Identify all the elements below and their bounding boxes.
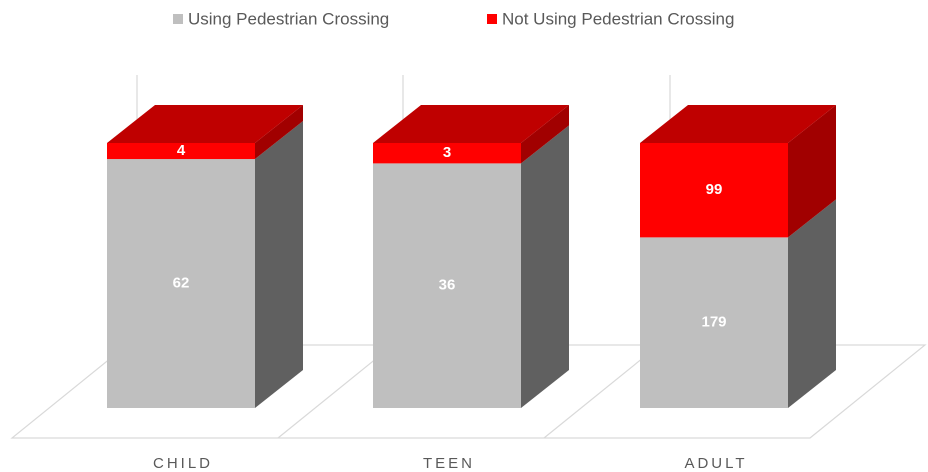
bar-top [107, 105, 303, 143]
legend-label: Using Pedestrian Crossing [188, 9, 389, 28]
data-label: 179 [701, 314, 726, 331]
data-label: 36 [439, 277, 456, 294]
bar-side [255, 105, 303, 160]
bar-side [521, 125, 569, 408]
bar-side [788, 199, 836, 408]
bar [373, 163, 521, 408]
bar [640, 237, 788, 408]
legend-label: Not Using Pedestrian Crossing [502, 9, 734, 28]
bar [107, 143, 255, 160]
data-label: 4 [177, 142, 186, 159]
bar [107, 159, 255, 408]
bar-top [640, 105, 836, 143]
legend-swatch [487, 14, 497, 24]
bar-side [521, 105, 569, 164]
data-label: 62 [173, 274, 190, 291]
bar-side [788, 105, 836, 238]
bar-side [255, 121, 303, 408]
bar [640, 143, 788, 238]
bar [373, 143, 521, 164]
bar-top [373, 105, 569, 143]
data-label: 99 [706, 181, 723, 198]
legend-swatch [173, 14, 183, 24]
x-tick-label: ADULT [684, 455, 747, 472]
x-tick-label: CHILD [153, 455, 213, 472]
x-tick-label: TEEN [423, 455, 475, 472]
data-label: 3 [443, 144, 451, 161]
floor-divider [543, 344, 660, 439]
